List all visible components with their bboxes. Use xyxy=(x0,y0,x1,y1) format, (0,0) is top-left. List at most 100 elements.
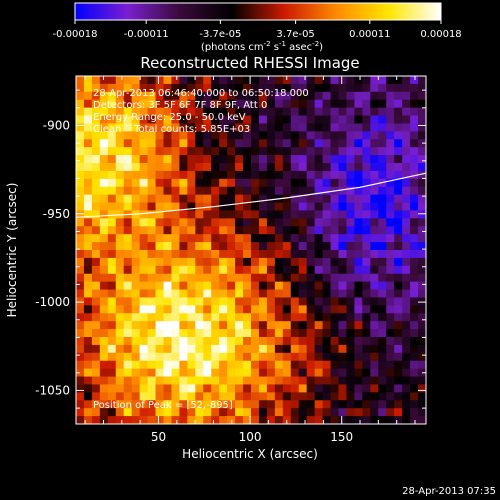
heatmap-cell xyxy=(330,321,339,330)
heatmap-cell xyxy=(314,155,324,164)
heatmap-cell xyxy=(171,194,180,204)
heatmap-cell xyxy=(394,226,403,235)
heatmap-cell xyxy=(123,273,133,283)
heatmap-cell xyxy=(171,344,180,354)
heatmap-cell xyxy=(410,289,419,298)
heatmap-cell xyxy=(346,392,355,401)
heatmap-cell xyxy=(322,329,332,338)
heatmap-cell xyxy=(147,99,157,109)
heatmap-cell xyxy=(251,360,260,370)
heatmap-cell xyxy=(394,186,403,196)
heatmap-cell xyxy=(338,170,347,180)
heatmap-cell xyxy=(107,226,117,235)
heatmap-cell xyxy=(139,257,149,267)
heatmap-cell xyxy=(91,392,101,401)
heatmap-cell xyxy=(394,155,403,164)
heatmap-cell xyxy=(83,384,93,393)
heatmap-cell xyxy=(227,257,236,267)
heatmap-cell xyxy=(243,210,252,219)
heatmap-cell xyxy=(258,305,268,314)
heatmap-cell xyxy=(115,337,125,346)
heatmap-cell xyxy=(362,218,371,227)
heatmap-cell xyxy=(235,91,244,101)
heatmap-cell xyxy=(76,99,85,109)
heatmap-cell xyxy=(338,360,347,370)
heatmap-cell xyxy=(394,147,403,156)
heatmap-cell xyxy=(274,115,284,124)
heatmap-cell xyxy=(131,202,141,211)
heatmap-cell xyxy=(386,170,395,180)
heatmap-cell xyxy=(298,226,308,235)
heatmap-cell xyxy=(274,400,284,409)
heatmap-cell xyxy=(115,155,125,164)
heatmap-cell xyxy=(187,344,196,354)
heatmap-cell xyxy=(211,257,220,267)
heatmap-cell xyxy=(107,289,117,298)
heatmap-cell xyxy=(83,107,93,117)
heatmap-cell xyxy=(362,265,371,275)
heatmap-cell xyxy=(370,400,379,409)
heatmap-cell xyxy=(91,337,101,346)
heatmap-cell xyxy=(83,123,93,132)
heatmap-cell xyxy=(290,408,300,417)
heatmap-cell xyxy=(354,76,363,85)
heatmap-cell xyxy=(418,408,426,417)
heatmap-cell xyxy=(83,305,93,314)
heatmap-cell xyxy=(211,400,220,409)
heatmap-cell xyxy=(99,250,109,259)
heatmap-cell xyxy=(155,384,164,393)
heatmap-cell xyxy=(418,107,426,117)
heatmap-cell xyxy=(322,178,332,188)
heatmap-cell xyxy=(163,376,172,385)
heatmap-cell xyxy=(123,107,133,117)
heatmap-cell xyxy=(211,99,220,109)
heatmap-cell xyxy=(163,202,172,211)
heatmap-cell xyxy=(402,202,411,211)
heatmap-cell xyxy=(147,313,157,322)
heatmap-cell xyxy=(123,155,133,164)
heatmap-cell xyxy=(219,226,228,235)
heatmap-cell xyxy=(266,360,276,370)
heatmap-cell xyxy=(243,313,252,322)
heatmap-cell xyxy=(322,163,332,172)
heatmap-cell xyxy=(266,352,276,362)
heatmap-cell xyxy=(330,178,339,188)
heatmap-cell xyxy=(163,234,172,243)
heatmap-cell xyxy=(378,321,387,330)
heatmap-cell xyxy=(195,297,204,306)
heatmap-cell xyxy=(83,368,93,378)
heatmap-cell xyxy=(266,202,276,211)
heatmap-cell xyxy=(91,155,101,164)
heatmap-cell xyxy=(338,392,347,401)
heatmap-cell xyxy=(171,91,180,101)
heatmap-cell xyxy=(179,305,188,314)
heatmap-cell xyxy=(76,384,85,393)
heatmap-cell xyxy=(258,416,268,424)
heatmap-cell xyxy=(83,210,93,219)
heatmap-cell xyxy=(123,194,133,204)
heatmap-cell xyxy=(330,313,339,322)
heatmap-cell xyxy=(219,313,228,322)
heatmap-cell xyxy=(155,91,164,101)
heatmap-cell xyxy=(219,257,228,267)
heatmap-cell xyxy=(274,234,284,243)
heatmap-cell xyxy=(290,265,300,275)
heatmap-cell xyxy=(386,155,395,164)
heatmap-cell xyxy=(211,242,220,251)
heatmap-cell xyxy=(99,83,109,93)
heatmap-cell xyxy=(83,392,93,401)
heatmap-cell xyxy=(251,115,260,124)
heatmap-cell xyxy=(83,321,93,330)
heatmap-cell xyxy=(76,281,85,291)
heatmap-cell xyxy=(179,297,188,306)
heatmap-cell xyxy=(298,392,308,401)
heatmap-cell xyxy=(386,250,395,259)
heatmap-cell xyxy=(402,400,411,409)
heatmap-cell xyxy=(266,408,276,417)
heatmap-cell xyxy=(251,83,260,93)
heatmap-cell xyxy=(195,123,204,132)
heatmap-cell xyxy=(211,178,220,188)
heatmap-cell xyxy=(203,313,212,322)
heatmap-cell xyxy=(211,376,220,385)
heatmap-cell xyxy=(76,305,85,314)
